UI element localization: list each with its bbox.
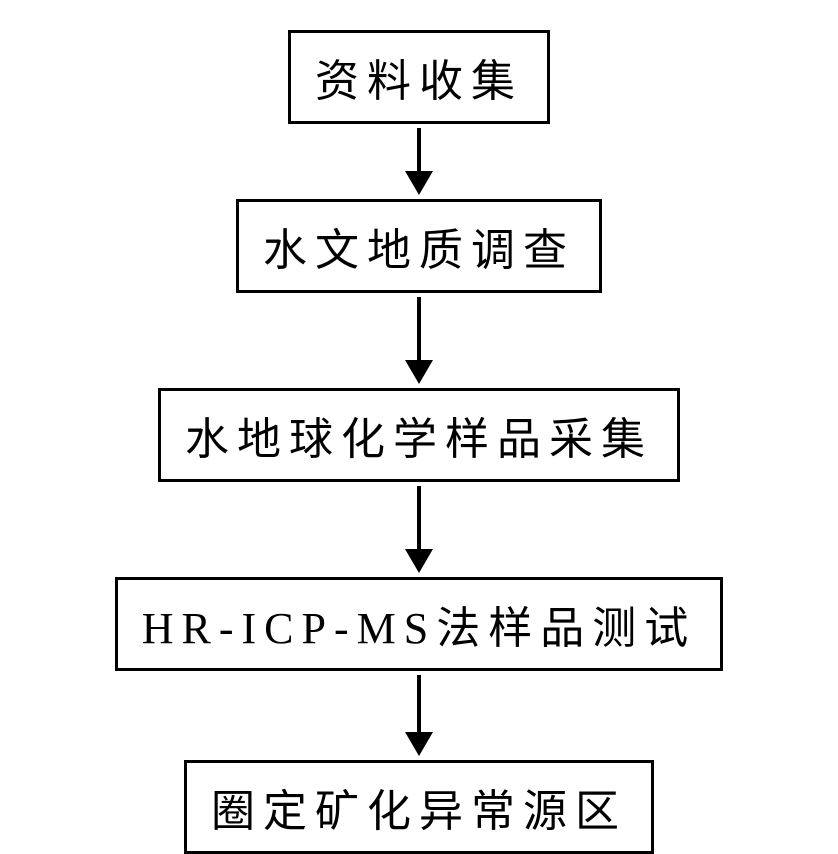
node-label: 水文地质调查	[263, 226, 575, 275]
arrow-line-icon	[417, 297, 421, 361]
arrow-line-icon	[417, 486, 421, 550]
flowchart-arrow	[405, 297, 433, 384]
node-label: HR-ICP-MS法样品测试	[142, 604, 697, 653]
flowchart-node: 水地球化学样品采集	[158, 388, 680, 482]
flowchart-node: 资料收集	[288, 30, 550, 124]
flowchart-node: HR-ICP-MS法样品测试	[115, 577, 724, 671]
arrow-head-icon	[405, 549, 433, 573]
flowchart-container: 资料收集 水文地质调查 水地球化学样品采集 HR-ICP-MS法样品测试 圈定矿…	[115, 30, 724, 854]
flowchart-node: 圈定矿化异常源区	[184, 760, 654, 854]
arrow-line-icon	[417, 675, 421, 733]
arrow-line-icon	[417, 128, 421, 172]
arrow-head-icon	[405, 732, 433, 756]
node-label: 圈定矿化异常源区	[211, 787, 627, 836]
arrow-head-icon	[405, 360, 433, 384]
flowchart-arrow	[405, 486, 433, 573]
node-label: 资料收集	[315, 57, 523, 106]
flowchart-arrow	[405, 675, 433, 756]
node-label: 水地球化学样品采集	[185, 415, 653, 464]
flowchart-node: 水文地质调查	[236, 199, 602, 293]
arrow-head-icon	[405, 171, 433, 195]
flowchart-arrow	[405, 128, 433, 195]
